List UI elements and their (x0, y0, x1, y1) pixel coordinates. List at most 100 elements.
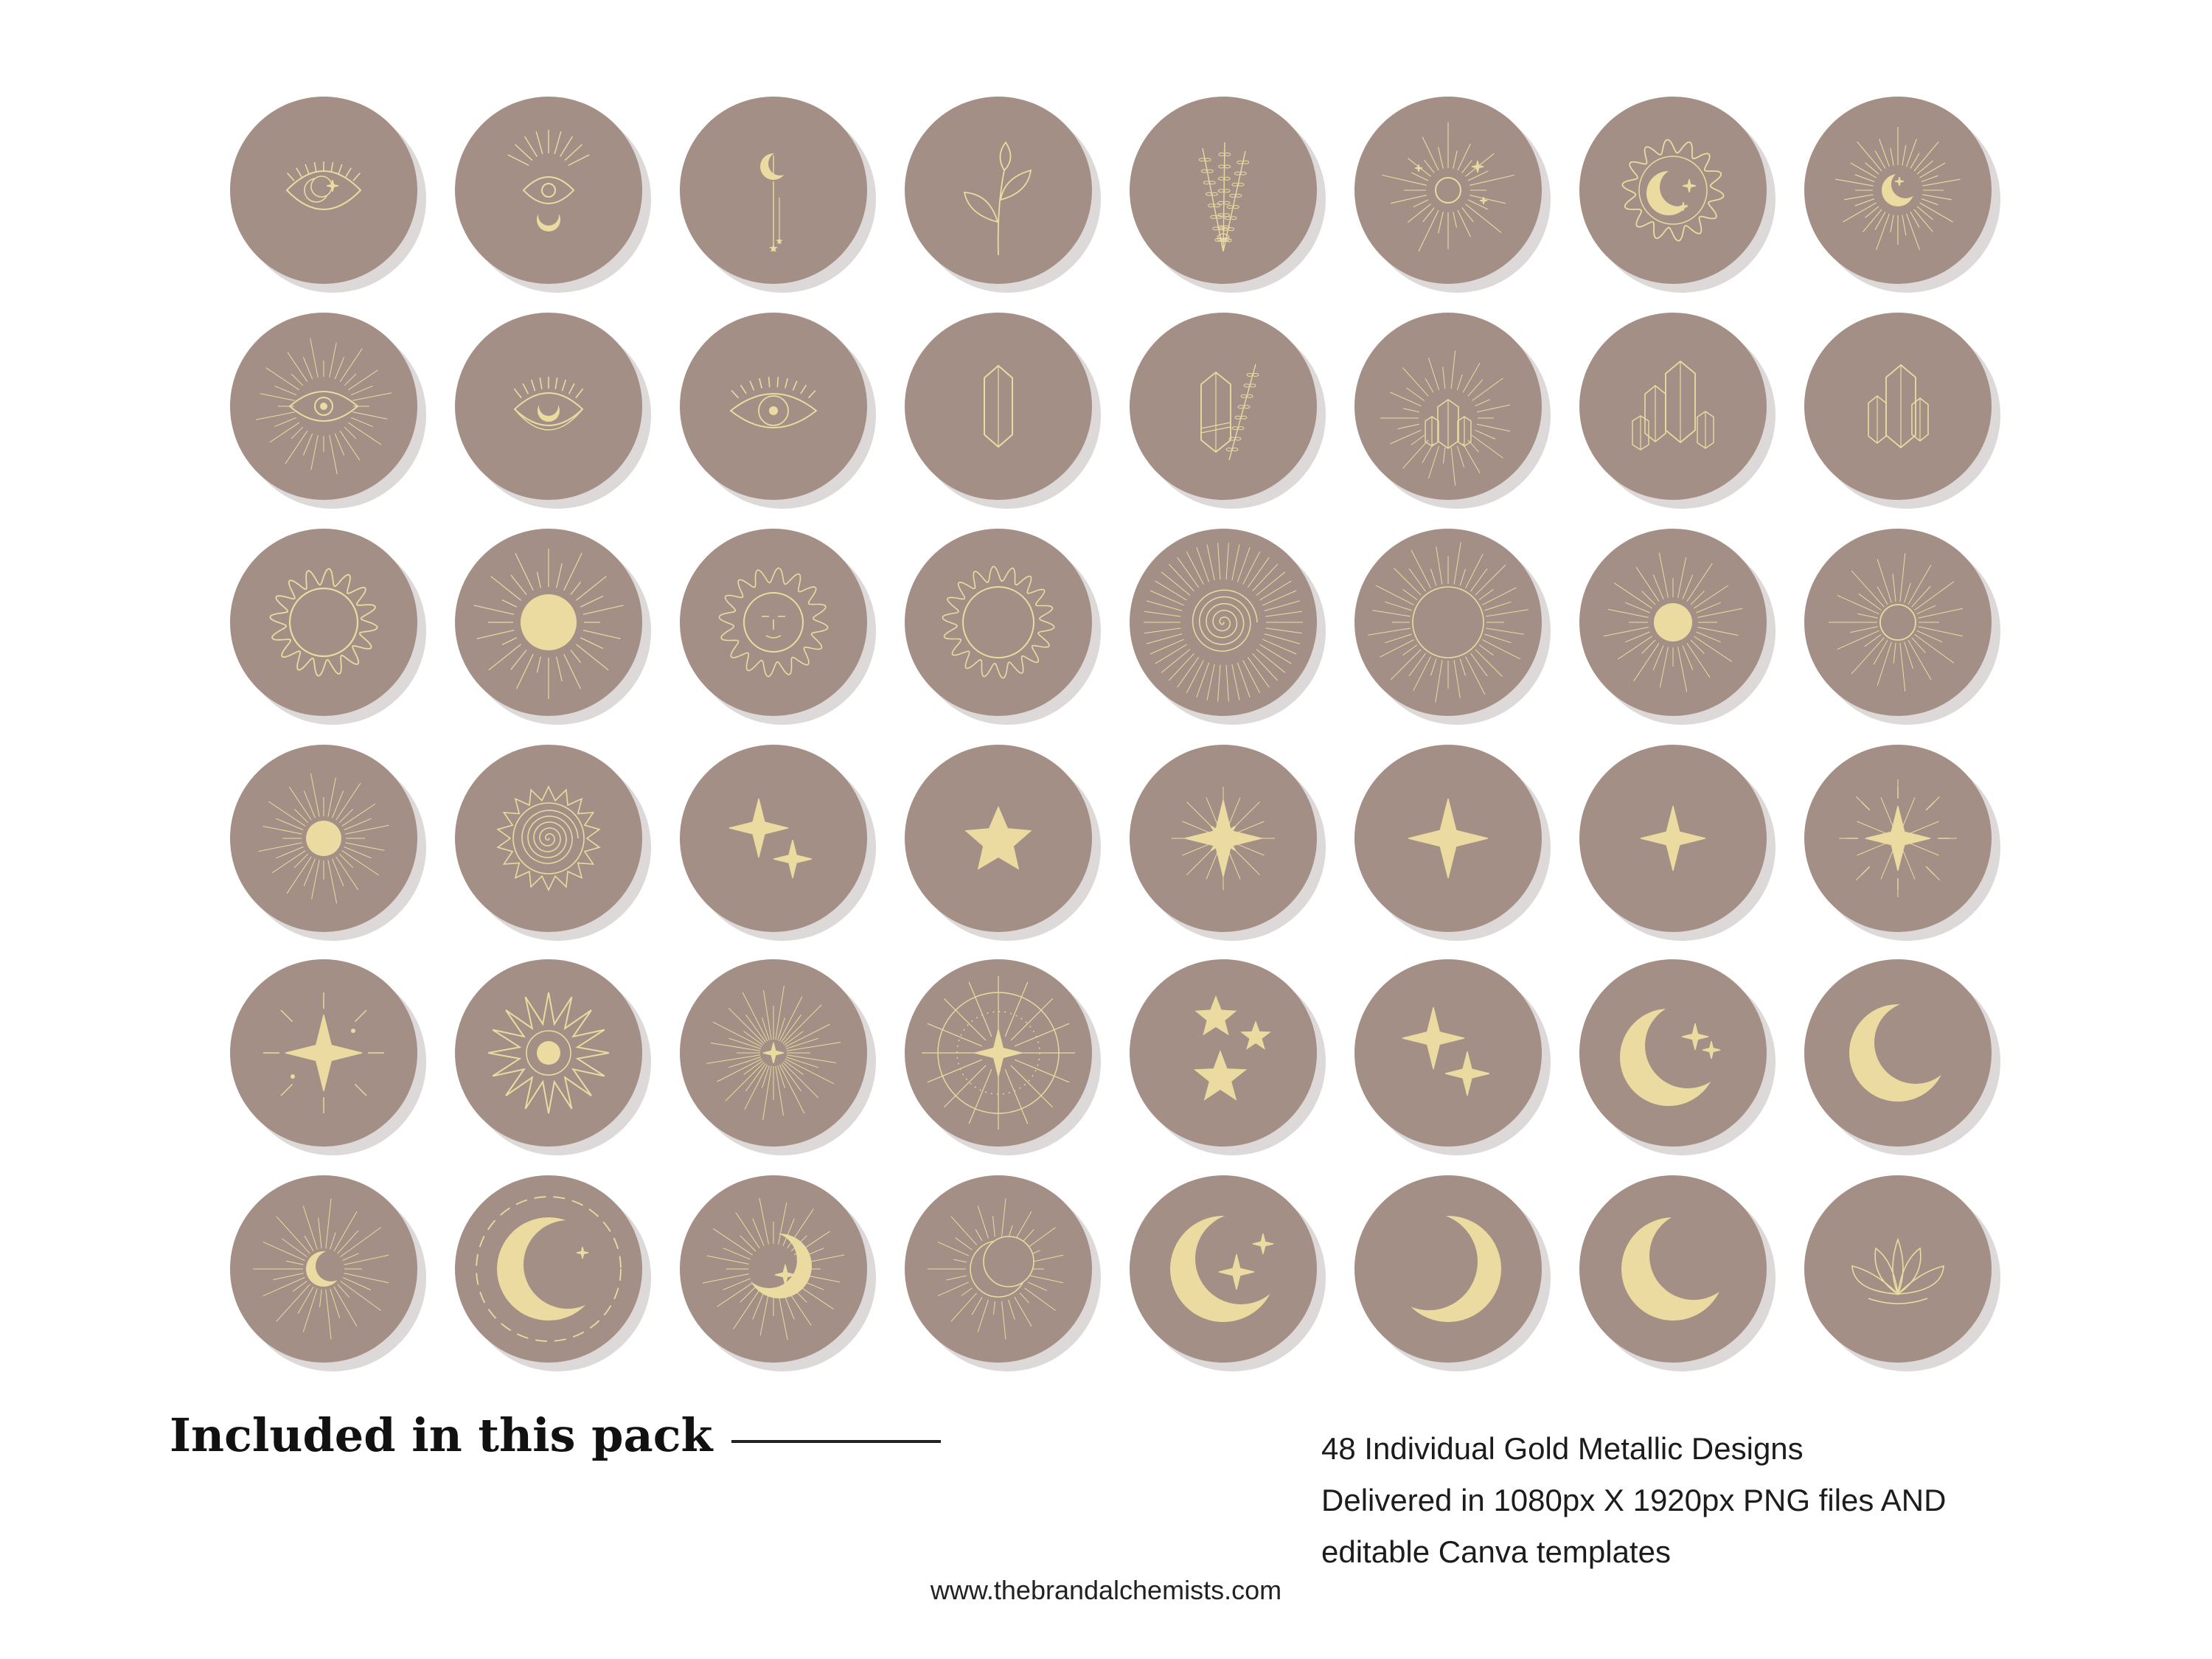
highlight-badge (680, 97, 867, 284)
highlight-badge (1354, 529, 1542, 716)
highlight-badge (1579, 97, 1767, 284)
crystal-lavender-icon (1200, 364, 1259, 461)
highlight-badge (455, 529, 642, 716)
highlight-badge (1130, 959, 1317, 1147)
highlight-badge (1804, 529, 1992, 716)
large-crescent-icon (1849, 1004, 1947, 1102)
highlight-badge (455, 745, 642, 932)
spiky-sun-star-icon (487, 992, 610, 1114)
highlight-badge (1354, 1175, 1542, 1363)
two-sparkles-small-icon (1402, 1006, 1490, 1096)
flaming-sun-crescent-icon (1621, 139, 1725, 242)
detail-line-templates: editable Canva templates (1321, 1534, 1671, 1569)
highlight-badge (680, 529, 867, 716)
highlight-badge (1804, 97, 1992, 284)
highlight-badge (1579, 529, 1767, 716)
highlight-badge (1354, 959, 1542, 1147)
dotted-sun-rays-icon (1829, 553, 1964, 692)
highlight-badge (1130, 313, 1317, 500)
highlight-badge (230, 745, 417, 932)
rayed-sun-stars-icon (1382, 122, 1514, 252)
highlight-badge (455, 1175, 642, 1363)
highlight-badge (1804, 1175, 1992, 1363)
highlight-badge (680, 959, 867, 1147)
crystal-cluster-icon (1632, 360, 1714, 451)
highlight-badge (905, 959, 1092, 1147)
spiral-sun-rays-icon (1144, 543, 1303, 702)
eye-crown-rays-icon (507, 130, 590, 232)
lotus-icon (1851, 1237, 1944, 1304)
flaming-sun-icon (942, 566, 1055, 679)
highlight-badge (1354, 97, 1542, 284)
compass-star-icon (922, 976, 1075, 1130)
highlight-badge (1804, 745, 1992, 932)
heading-divider (731, 1440, 941, 1443)
small-sun-rays-icon (1603, 552, 1743, 692)
detail-line-format: Delivered in 1080px X 1920px PNG files A… (1321, 1483, 1947, 1517)
lavender-bundle-icon (1198, 142, 1250, 252)
highlight-badge (1130, 1175, 1317, 1363)
website-url: www.thebrandalchemists.com (930, 1575, 1282, 1605)
rayed-crescent-icon (1835, 127, 1961, 250)
eye-crescent-pupil-icon (513, 377, 584, 431)
highlight-badge (905, 1175, 1092, 1363)
highlight-badge (905, 529, 1092, 716)
highlight-badge (680, 1175, 867, 1363)
icon-grid (230, 97, 1992, 1363)
highlight-badge (680, 313, 867, 500)
spiral-wavy-sun-icon (496, 785, 601, 891)
rayed-crystal-icon (1380, 350, 1511, 486)
highlight-badge (1579, 745, 1767, 932)
highlight-badge (455, 313, 642, 500)
crescent-sparkle-rays-icon (702, 1197, 845, 1340)
highlight-badge (455, 97, 642, 284)
highlight-badge (455, 959, 642, 1147)
solid-sun-rays-icon (473, 549, 624, 699)
four-point-sparkle-small-icon (1640, 805, 1706, 872)
five-point-star-icon (964, 806, 1032, 870)
highlight-badge (1130, 529, 1317, 716)
highlight-badge (230, 97, 417, 284)
rayed-eye-icon (255, 338, 392, 475)
single-crystal-icon (984, 364, 1013, 448)
small-sun-icon (258, 773, 389, 904)
pack-details: 48 Individual Gold Metallic Designs Deli… (1321, 1423, 1946, 1578)
flaming-sun-ring-icon (269, 568, 378, 677)
highlight-badge (1804, 959, 1992, 1147)
eye-lashes-icon (729, 377, 818, 428)
highlight-badge (230, 959, 417, 1147)
highlight-badge (230, 313, 417, 500)
highlight-badge (905, 745, 1092, 932)
pack-heading: Included in this pack (170, 1408, 713, 1462)
highlight-badge (1804, 313, 1992, 500)
crescent-dashed-ring-icon (476, 1196, 622, 1342)
three-stars-icon (1193, 995, 1271, 1101)
eye-crescent-icon (285, 161, 362, 210)
highlight-badge (1354, 313, 1542, 500)
two-sparkles-icon (728, 798, 813, 879)
crescent-rays-arc-icon (928, 1198, 1064, 1340)
radiant-sparkle-icon (706, 986, 841, 1120)
highlight-badge (905, 97, 1092, 284)
crescent-rays-icon (253, 1198, 389, 1340)
crescent-sparkles-icon (1620, 1009, 1721, 1106)
thin-crescent-icon (1621, 1217, 1725, 1321)
highlight-badge (230, 1175, 417, 1363)
highlight-badge (1579, 1175, 1767, 1363)
sprout-icon (963, 141, 1032, 256)
crescent-moon-icon (1395, 1216, 1501, 1322)
highlight-badge (1579, 959, 1767, 1147)
sun-face-icon (718, 567, 829, 678)
hanging-crescent-icon (760, 153, 787, 252)
sparkle-rays-icon (1839, 779, 1957, 897)
highlight-badge (680, 745, 867, 932)
highlight-badge (230, 529, 417, 716)
sparkle-accent-icon (263, 992, 384, 1113)
crescent-star-icon (1170, 1216, 1276, 1322)
highlight-badge (905, 313, 1092, 500)
crystal-pair-icon (1868, 364, 1929, 449)
detail-line-count: 48 Individual Gold Metallic Designs (1321, 1431, 1804, 1466)
highlight-badge (1354, 745, 1542, 932)
highlight-badge (1130, 745, 1317, 932)
highlight-badge (1130, 97, 1317, 284)
